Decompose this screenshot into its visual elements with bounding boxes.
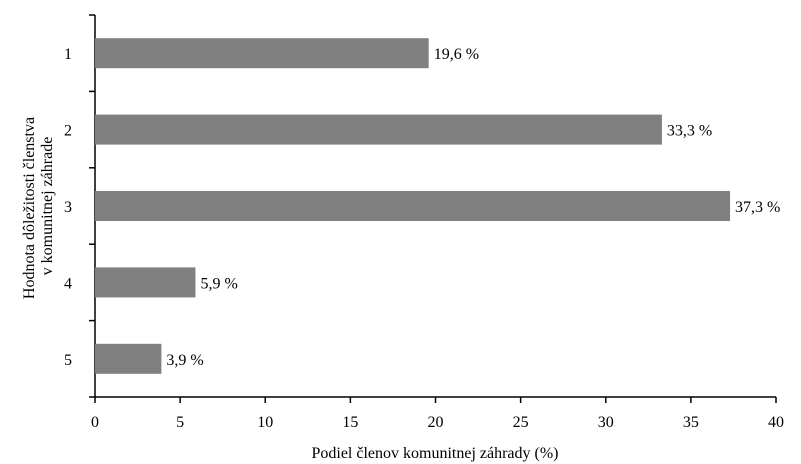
x-tick-label: 30 — [598, 414, 614, 431]
bar-value-label: 5,9 % — [200, 275, 237, 292]
x-tick-label: 10 — [257, 414, 273, 431]
category-label: 4 — [64, 275, 72, 292]
y-axis-title: Hodnota dôležitosti členstva v komunitne… — [21, 113, 56, 299]
bar-value-label: 33,3 % — [667, 123, 712, 140]
bar — [95, 267, 196, 298]
x-tick-label: 15 — [342, 414, 358, 431]
y-axis-title-line-1: Hodnota dôležitosti členstva — [21, 117, 38, 299]
category-labels: 1 2 3 4 5 — [64, 46, 72, 369]
x-ticks: 0 5 10 15 20 25 30 35 40 — [91, 397, 784, 431]
x-tick-label: 25 — [513, 414, 529, 431]
bar-value-label: 19,6 % — [434, 46, 479, 63]
bar — [95, 38, 429, 69]
bar-value-label: 37,3 % — [735, 199, 780, 216]
bar-value-label: 3,9 % — [166, 352, 203, 369]
bar — [95, 191, 731, 221]
bars — [95, 38, 731, 374]
x-tick-label: 5 — [176, 414, 184, 431]
category-label: 5 — [64, 352, 72, 369]
y-ticks — [89, 14, 95, 398]
x-tick-label: 40 — [768, 414, 784, 431]
category-label: 3 — [64, 199, 72, 216]
y-axis-title-line-2: v komunitnej záhrade — [39, 137, 56, 276]
category-label: 2 — [64, 123, 72, 140]
bar — [95, 114, 662, 145]
bar-labels: 19,6 % 33,3 % 37,3 % 5,9 % 3,9 % — [166, 46, 780, 369]
x-tick-label: 20 — [428, 414, 444, 431]
x-tick-label: 35 — [683, 414, 699, 431]
category-label: 1 — [64, 46, 72, 63]
x-tick-label: 0 — [91, 414, 99, 431]
bar — [95, 343, 162, 374]
x-axis-title: Podiel členov komunitnej záhrady (%) — [311, 445, 558, 462]
